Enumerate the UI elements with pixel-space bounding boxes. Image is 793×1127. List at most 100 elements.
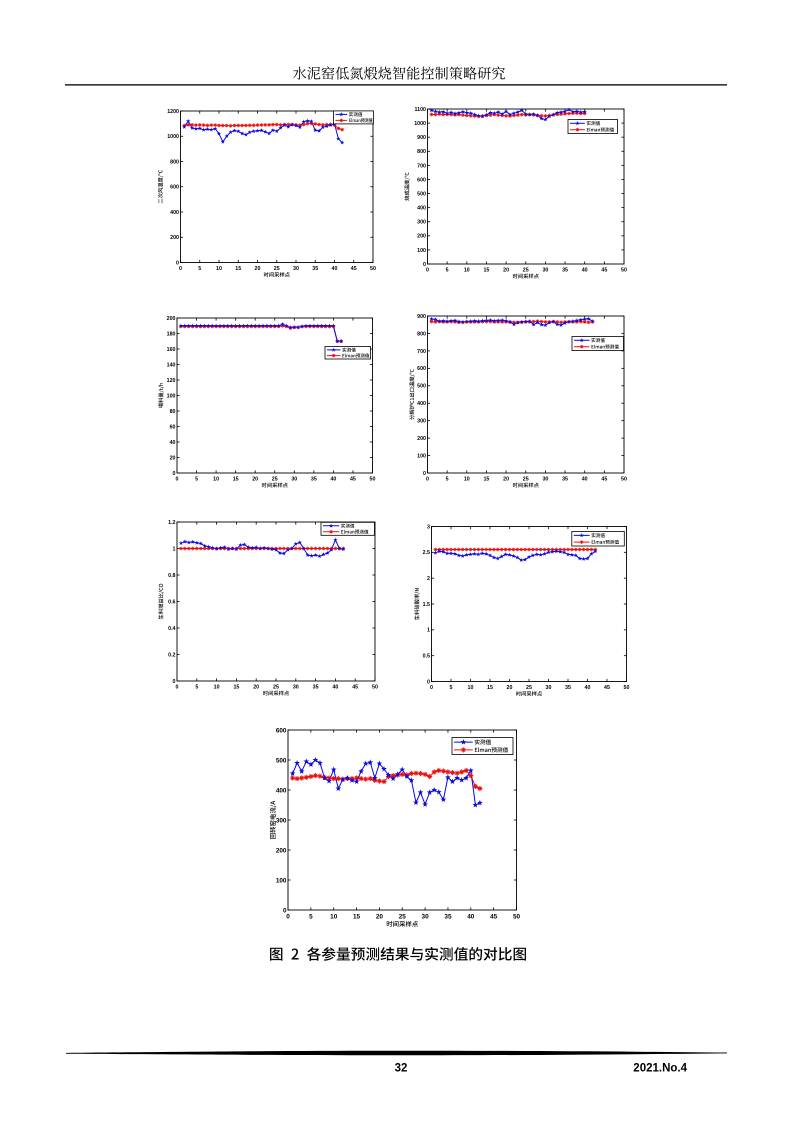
svg-text:400: 400 [417, 401, 426, 407]
svg-text:200: 200 [167, 316, 176, 322]
svg-text:500: 500 [417, 191, 426, 197]
svg-text:5: 5 [195, 476, 198, 482]
svg-text:400: 400 [276, 787, 287, 794]
svg-text:800: 800 [170, 159, 179, 165]
svg-text:10: 10 [216, 266, 222, 272]
svg-text:0: 0 [426, 476, 429, 482]
svg-text:1200: 1200 [167, 109, 179, 115]
svg-text:45: 45 [604, 685, 610, 691]
svg-text:40: 40 [585, 685, 591, 691]
svg-text:500: 500 [417, 384, 426, 390]
svg-text:800: 800 [417, 331, 426, 337]
svg-text:0: 0 [173, 679, 176, 685]
svg-text:0.2: 0.2 [168, 652, 175, 658]
svg-text:300: 300 [417, 220, 426, 226]
svg-text:700: 700 [417, 349, 426, 355]
svg-text:160: 160 [167, 347, 176, 353]
svg-text:15: 15 [483, 267, 489, 273]
svg-text:30: 30 [546, 685, 552, 691]
svg-text:800: 800 [417, 149, 426, 155]
svg-text:0: 0 [176, 260, 179, 266]
svg-text:600: 600 [417, 177, 426, 183]
svg-text:20: 20 [170, 455, 176, 461]
svg-text:140: 140 [167, 362, 176, 368]
svg-text:20: 20 [255, 266, 261, 272]
svg-text:25: 25 [526, 685, 532, 691]
svg-text:35: 35 [311, 476, 317, 482]
svg-text:40: 40 [332, 266, 338, 272]
svg-text:15: 15 [487, 685, 493, 691]
svg-text:50: 50 [624, 685, 630, 691]
svg-text:50: 50 [621, 267, 627, 273]
svg-text:100: 100 [417, 453, 426, 459]
svg-text:60: 60 [170, 424, 176, 430]
svg-text:20: 20 [253, 684, 259, 690]
svg-text:0.5: 0.5 [423, 654, 430, 660]
svg-text:0: 0 [173, 471, 176, 477]
svg-text:100: 100 [417, 248, 426, 254]
svg-text:0: 0 [427, 679, 430, 685]
svg-text:0.6: 0.6 [168, 599, 175, 605]
svg-text:500: 500 [276, 757, 287, 764]
svg-text:10: 10 [330, 914, 338, 921]
svg-text:25: 25 [272, 476, 278, 482]
svg-text:600: 600 [417, 366, 426, 372]
svg-text:5: 5 [309, 914, 313, 921]
svg-text:15: 15 [233, 684, 239, 690]
svg-text:400: 400 [170, 210, 179, 216]
svg-text:30: 30 [422, 914, 430, 921]
svg-text:600: 600 [170, 185, 179, 191]
svg-text:50: 50 [621, 476, 627, 482]
svg-text:3: 3 [427, 524, 430, 530]
svg-text:180: 180 [167, 331, 176, 337]
svg-text:0.4: 0.4 [168, 626, 175, 632]
svg-text:600: 600 [276, 727, 287, 734]
svg-text:10: 10 [214, 684, 220, 690]
svg-text:20: 20 [376, 914, 384, 921]
svg-text:45: 45 [490, 914, 498, 921]
svg-text:200: 200 [417, 234, 426, 240]
svg-text:45: 45 [601, 476, 607, 482]
svg-text:45: 45 [351, 266, 357, 272]
svg-text:2: 2 [427, 576, 430, 582]
svg-text:1.2: 1.2 [168, 520, 175, 526]
svg-text:40: 40 [332, 684, 338, 690]
svg-text:1: 1 [173, 546, 176, 552]
svg-text:30: 30 [542, 476, 548, 482]
svg-text:1100: 1100 [415, 107, 427, 113]
svg-text:5: 5 [446, 476, 449, 482]
svg-text:100: 100 [167, 393, 176, 399]
svg-text:20: 20 [252, 476, 258, 482]
svg-text:45: 45 [601, 267, 607, 273]
svg-text:200: 200 [170, 235, 179, 241]
svg-text:30: 30 [542, 267, 548, 273]
svg-text:300: 300 [276, 817, 287, 824]
svg-text:40: 40 [467, 914, 475, 921]
svg-text:120: 120 [167, 378, 176, 384]
svg-text:10: 10 [464, 476, 470, 482]
svg-text:0: 0 [430, 685, 433, 691]
svg-text:15: 15 [353, 914, 361, 921]
svg-text:40: 40 [330, 476, 336, 482]
svg-text:25: 25 [273, 684, 279, 690]
svg-text:0: 0 [423, 262, 426, 268]
svg-text:40: 40 [170, 440, 176, 446]
svg-text:32: 32 [395, 1063, 408, 1075]
svg-text:900: 900 [417, 314, 426, 320]
svg-text:700: 700 [417, 163, 426, 169]
svg-text:100: 100 [276, 877, 287, 884]
svg-text:0: 0 [423, 471, 426, 477]
svg-text:0: 0 [176, 684, 179, 690]
svg-text:200: 200 [417, 436, 426, 442]
svg-text:50: 50 [372, 684, 378, 690]
svg-text:50: 50 [370, 476, 376, 482]
svg-text:45: 45 [352, 684, 358, 690]
svg-text:200: 200 [276, 847, 287, 854]
svg-text:15: 15 [233, 476, 239, 482]
svg-text:5: 5 [450, 685, 453, 691]
svg-text:40: 40 [582, 476, 588, 482]
svg-text:35: 35 [444, 914, 452, 921]
svg-text:1.5: 1.5 [423, 602, 430, 608]
svg-text:50: 50 [513, 914, 521, 921]
svg-text:5: 5 [198, 266, 201, 272]
